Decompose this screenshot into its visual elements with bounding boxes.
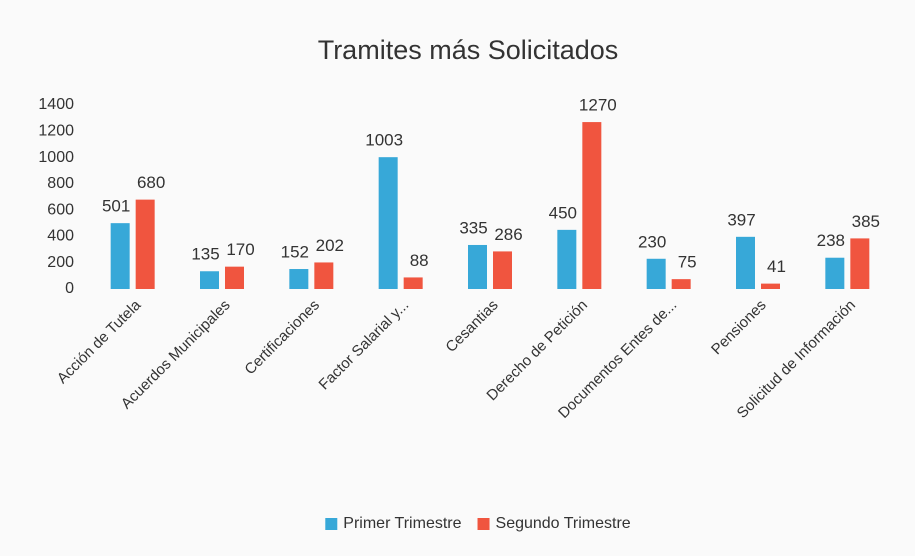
y-tick-label: 200: [47, 254, 74, 271]
bar: [135, 199, 155, 289]
data-label: 152: [281, 243, 309, 262]
legend-swatch: [325, 518, 338, 530]
bar: [378, 157, 398, 289]
y-tick-label: 0: [65, 280, 74, 297]
data-label: 238: [817, 231, 845, 250]
bar: [314, 262, 334, 289]
bar: [671, 279, 691, 289]
data-label: 286: [494, 225, 522, 244]
y-tick-label: 800: [47, 175, 74, 192]
data-label: 397: [727, 210, 755, 229]
data-label: 385: [852, 212, 880, 231]
data-label: 135: [191, 245, 219, 264]
data-label: 41: [767, 257, 786, 276]
bar: [850, 238, 870, 289]
bar: [493, 251, 512, 289]
bar: [736, 236, 755, 289]
data-label: 680: [137, 173, 165, 192]
data-label: 202: [316, 236, 344, 255]
bar: [646, 258, 666, 289]
bar: [761, 283, 780, 289]
data-label: 88: [410, 251, 429, 270]
bar: [200, 271, 219, 289]
bar: [557, 229, 577, 289]
bar: [403, 277, 423, 289]
data-label: 501: [102, 197, 130, 216]
legend-label: Segundo Trimestre: [496, 515, 631, 532]
bar: [110, 223, 130, 289]
chart-title: Tramites más Solicitados: [318, 35, 619, 65]
legend-swatch: [477, 518, 490, 530]
data-label: 1270: [579, 96, 617, 115]
data-label: 335: [459, 218, 487, 237]
y-tick-label: 1000: [38, 149, 74, 166]
data-label: 1003: [365, 131, 403, 150]
y-tick-label: 1400: [38, 96, 74, 113]
bar: [582, 122, 602, 289]
data-label: 230: [638, 232, 666, 251]
y-tick-label: 1200: [38, 123, 74, 140]
y-tick-label: 600: [47, 201, 74, 218]
data-label: 75: [678, 253, 697, 272]
bar: [825, 257, 845, 289]
y-tick-label: 400: [47, 228, 74, 245]
bar: [289, 269, 309, 289]
legend-label: Primer Trimestre: [343, 515, 461, 532]
bar: [468, 244, 487, 289]
data-label: 450: [549, 203, 577, 222]
data-label: 170: [226, 240, 254, 259]
bar: [225, 266, 244, 289]
